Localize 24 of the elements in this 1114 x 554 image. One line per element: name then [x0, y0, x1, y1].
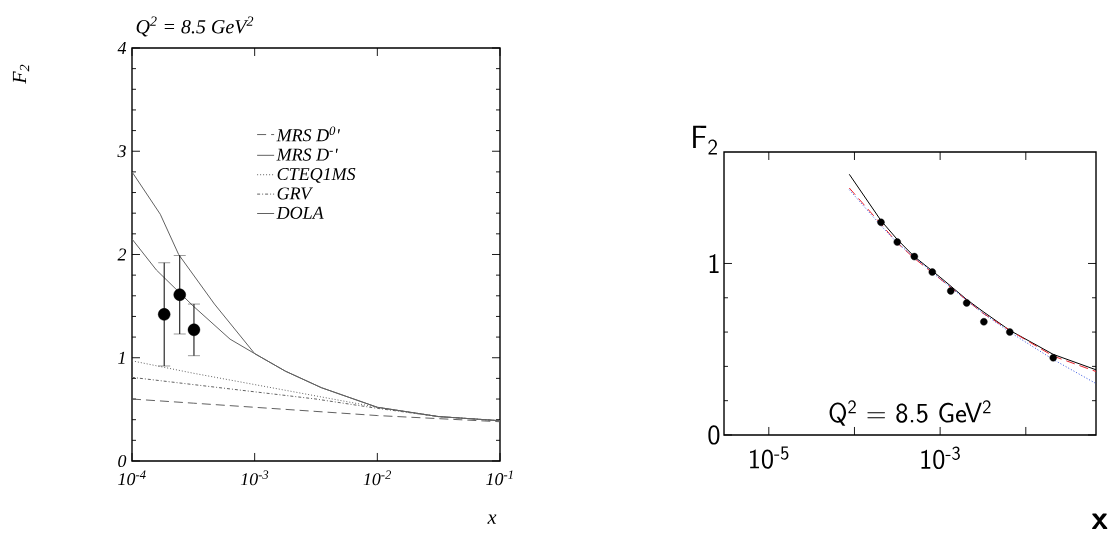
legend-label: MRS D$^{0}$': [276, 126, 341, 142]
legend-label: GRV: [277, 187, 314, 200]
x-tick-label: 10$^{-3}$: [240, 470, 269, 486]
x-tick-label: 10$^{-2}$: [363, 470, 392, 486]
legend-label: DOLA: [276, 206, 324, 219]
x-axis-title: x: [1092, 513, 1108, 530]
y-tick-label: 0: [118, 454, 127, 468]
chart-title: Q$^{2}$ = 8.5 GeV$^{2}$: [136, 16, 254, 37]
y-tick-label: 1: [709, 254, 719, 273]
y-axis-title: F$_{2}$: [12, 64, 30, 84]
y-tick-label: 2: [117, 248, 127, 261]
x-tick-label: 10$^{-5}$: [750, 446, 789, 469]
x-axis-title: x: [487, 514, 497, 524]
legend-label: MRS D$^{-}$': [276, 148, 338, 161]
y-tick-label: 1: [118, 351, 125, 364]
y-tick-label: 3: [117, 145, 126, 158]
legend-label: CTEQ1MS: [277, 168, 356, 183]
x-tick-label: 10$^{-1}$: [486, 470, 513, 486]
y-tick-label: 4: [117, 42, 127, 54]
x-tick-label: 10$^{-4}$: [118, 470, 146, 486]
y-tick-label: 0: [708, 425, 720, 445]
x-tick-label: 10$^{-3}$: [921, 446, 960, 470]
y-axis-title: F$_{2}$: [693, 125, 717, 155]
annotation: Q$^{2}$ = 8.5 GeV$^{2}$: [829, 400, 991, 426]
